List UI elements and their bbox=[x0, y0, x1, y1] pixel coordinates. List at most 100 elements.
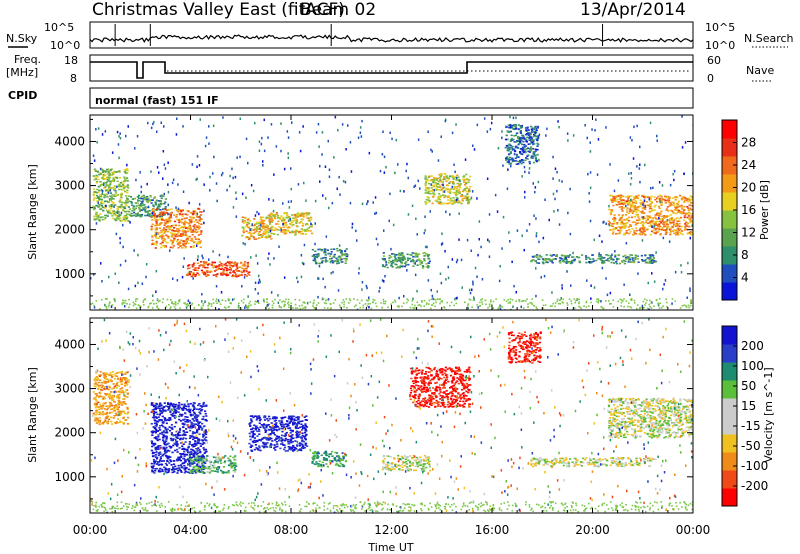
data-point bbox=[637, 209, 640, 212]
data-point bbox=[103, 183, 105, 186]
data-point bbox=[103, 182, 106, 184]
data-point bbox=[612, 259, 615, 261]
ground-scatter-point bbox=[136, 298, 139, 300]
data-point bbox=[122, 245, 124, 249]
data-point bbox=[242, 270, 245, 273]
data-point bbox=[691, 215, 693, 217]
data-point bbox=[515, 291, 517, 294]
data-point bbox=[159, 231, 162, 234]
data-point bbox=[220, 262, 223, 265]
data-point bbox=[409, 253, 412, 256]
ground-scatter-point bbox=[446, 301, 448, 304]
data-point bbox=[449, 181, 452, 183]
data-point bbox=[115, 421, 118, 423]
data-point bbox=[185, 420, 188, 423]
data-point bbox=[525, 130, 528, 132]
data-point bbox=[402, 259, 405, 261]
data-point bbox=[97, 191, 100, 194]
data-point bbox=[608, 223, 611, 227]
data-point bbox=[517, 128, 520, 130]
data-point bbox=[178, 213, 181, 215]
ground-scatter-point bbox=[690, 299, 692, 302]
ground-scatter-point bbox=[644, 298, 646, 300]
data-point bbox=[432, 181, 435, 184]
data-point bbox=[622, 195, 625, 198]
data-point bbox=[188, 264, 191, 266]
data-point bbox=[115, 211, 118, 214]
ground-scatter-point bbox=[622, 300, 624, 302]
data-point bbox=[509, 158, 512, 161]
data-point bbox=[141, 282, 144, 285]
data-point bbox=[97, 388, 100, 390]
data-point bbox=[390, 263, 393, 265]
data-point bbox=[409, 257, 412, 260]
ground-scatter-point bbox=[294, 307, 297, 309]
data-point bbox=[440, 188, 443, 191]
data-point bbox=[103, 412, 106, 415]
data-point bbox=[445, 118, 447, 121]
ground-scatter-point bbox=[478, 305, 481, 308]
data-point bbox=[275, 145, 278, 148]
data-point bbox=[145, 263, 148, 266]
data-point bbox=[114, 372, 117, 375]
data-point bbox=[326, 260, 329, 262]
data-point bbox=[631, 203, 634, 205]
data-point bbox=[223, 273, 227, 275]
ground-scatter-point bbox=[208, 302, 210, 304]
data-point bbox=[95, 197, 98, 200]
data-point bbox=[159, 425, 162, 427]
data-point bbox=[437, 198, 440, 200]
ground-scatter-point bbox=[239, 307, 241, 309]
ground-scatter-point bbox=[580, 307, 582, 310]
data-point bbox=[560, 297, 562, 300]
ground-scatter-point bbox=[529, 302, 531, 304]
data-point bbox=[327, 298, 330, 301]
data-point bbox=[108, 418, 111, 421]
data-point bbox=[221, 274, 224, 276]
data-point bbox=[111, 408, 115, 410]
data-point bbox=[457, 179, 460, 182]
data-point bbox=[117, 406, 120, 408]
data-point bbox=[163, 219, 166, 222]
data-point bbox=[305, 213, 308, 215]
data-point bbox=[266, 227, 270, 230]
data-point bbox=[691, 231, 693, 233]
data-point bbox=[165, 234, 168, 236]
data-point bbox=[109, 184, 112, 186]
data-point bbox=[160, 216, 163, 219]
data-point bbox=[103, 377, 107, 380]
data-point bbox=[660, 195, 663, 198]
data-point bbox=[609, 291, 612, 295]
data-point bbox=[276, 233, 279, 236]
data-point bbox=[105, 183, 108, 186]
data-point bbox=[446, 202, 450, 205]
data-point bbox=[95, 409, 98, 412]
ground-scatter-point bbox=[439, 298, 442, 300]
data-point bbox=[584, 255, 588, 257]
data-point bbox=[120, 188, 123, 191]
data-point bbox=[164, 426, 167, 429]
data-point bbox=[441, 181, 444, 183]
data-point bbox=[148, 198, 151, 201]
data-point bbox=[113, 385, 116, 388]
data-point bbox=[264, 235, 267, 237]
data-point bbox=[116, 408, 119, 410]
data-point bbox=[598, 255, 601, 258]
data-point bbox=[455, 297, 458, 300]
data-point bbox=[634, 256, 637, 259]
data-point bbox=[384, 275, 386, 278]
ground-scatter-point bbox=[159, 300, 161, 302]
data-point bbox=[651, 219, 654, 221]
data-point bbox=[578, 260, 581, 263]
ground-scatter-point bbox=[657, 302, 660, 305]
data-point bbox=[247, 295, 249, 298]
data-point bbox=[426, 254, 430, 257]
data-point bbox=[521, 153, 524, 156]
data-point bbox=[664, 230, 668, 233]
data-point bbox=[255, 228, 258, 231]
data-point bbox=[127, 423, 130, 425]
data-point bbox=[161, 241, 164, 244]
data-point bbox=[653, 196, 656, 198]
data-point bbox=[636, 209, 639, 211]
ground-scatter-point bbox=[114, 300, 116, 303]
